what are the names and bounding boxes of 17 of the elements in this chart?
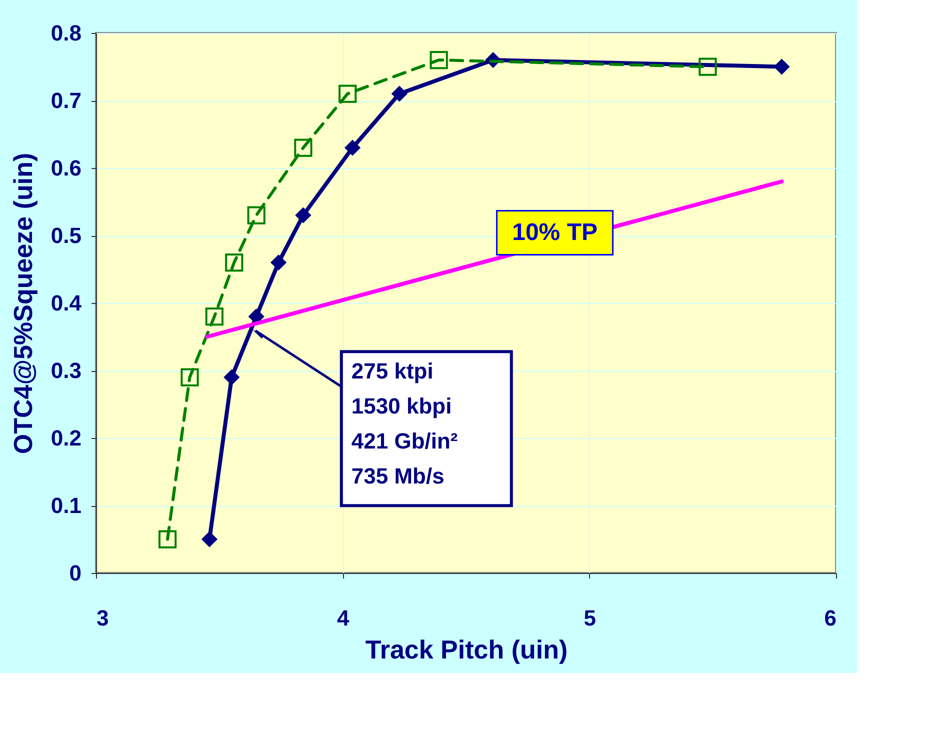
- y-tick-label: 0.5: [50, 223, 82, 248]
- x-tick-label: 6: [824, 606, 836, 630]
- y-axis-title: OTC4@5%Squeeze (uin): [8, 152, 38, 454]
- y-tick-label: 0.4: [50, 290, 82, 316]
- x-tick-label: 3: [96, 606, 109, 630]
- y-tick-label: 0.6: [50, 156, 82, 180]
- x-axis-title: Track Pitch (uin): [365, 634, 568, 664]
- x-tick-label: 4: [337, 606, 350, 630]
- annotation: 10% TP: [512, 218, 598, 246]
- y-tick-label: 0.1: [50, 493, 82, 518]
- y-tick-label: 0: [69, 560, 82, 586]
- y-tick-label: 0.8: [50, 20, 82, 46]
- y-tick-label: 0.3: [50, 358, 82, 383]
- y-tick-label: 0.2: [50, 426, 82, 450]
- y-tick-label: 0.7: [50, 88, 82, 113]
- annotation: 275 ktpi 1530 kbpi 421 Gb/in² 735 Mb/s: [351, 358, 458, 489]
- x-tick-label: 5: [584, 606, 596, 630]
